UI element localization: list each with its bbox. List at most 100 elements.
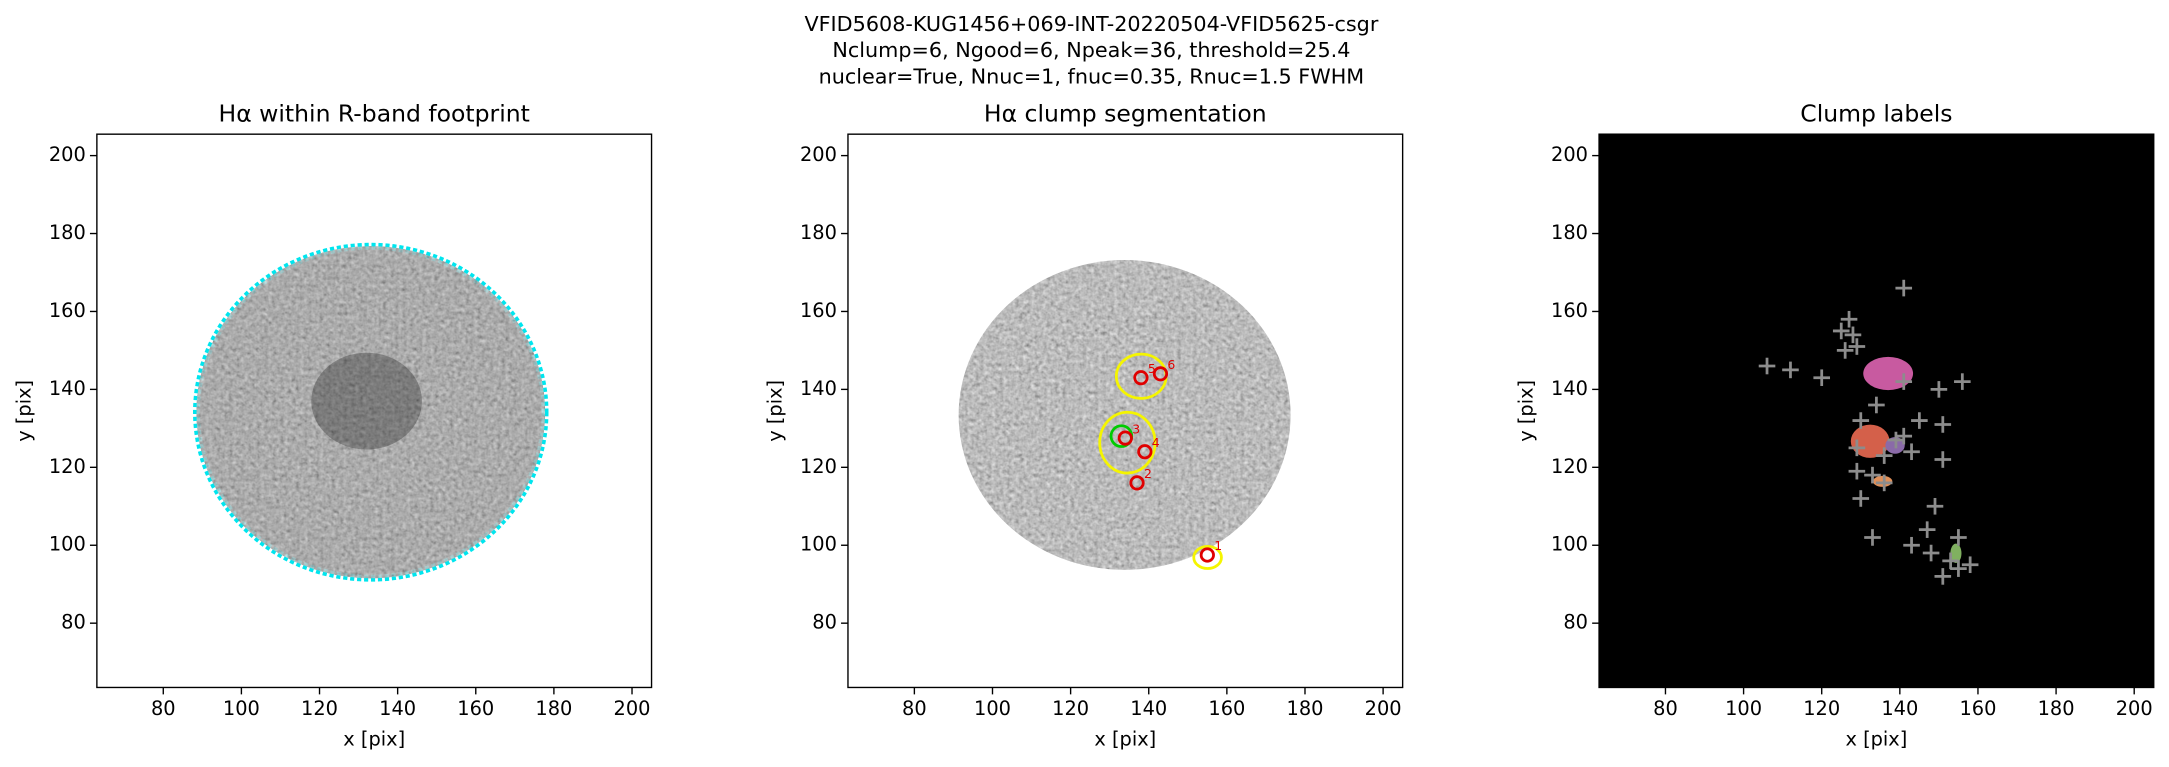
peak-marker bbox=[1930, 381, 1948, 398]
y-tick-label: 140 bbox=[800, 377, 837, 400]
panel-title: Clump labels bbox=[1800, 99, 1952, 127]
peak-marker bbox=[1864, 466, 1881, 484]
peak-marker bbox=[1942, 552, 1959, 570]
peak-marker bbox=[1895, 279, 1913, 297]
figure-title: Nclump=6, Ngood=6, Npeak=36, threshold=2… bbox=[832, 38, 1350, 62]
y-tick-label: 80 bbox=[812, 611, 837, 634]
peak-marker bbox=[1903, 443, 1920, 461]
clump-label: 4 bbox=[1152, 435, 1160, 450]
x-tick-label: 80 bbox=[1653, 697, 1678, 720]
y-axis-label: y [pix] bbox=[12, 380, 35, 442]
peak-marker bbox=[1852, 412, 1870, 429]
peak-marker bbox=[1813, 369, 1831, 386]
y-tick-label: 80 bbox=[61, 611, 86, 634]
x-tick-label: 180 bbox=[1287, 697, 1324, 720]
peak-marker bbox=[1934, 451, 1952, 468]
x-tick-label: 200 bbox=[1365, 697, 1402, 720]
y-tick-label: 80 bbox=[1563, 611, 1588, 634]
y-tick-label: 120 bbox=[800, 455, 837, 478]
y-tick-label: 100 bbox=[49, 533, 86, 556]
peak-marker bbox=[1895, 373, 1913, 390]
y-tick-label: 200 bbox=[1551, 143, 1588, 166]
axes-frame bbox=[847, 133, 1404, 689]
x-tick-label: 80 bbox=[151, 697, 176, 720]
x-tick-label: 160 bbox=[457, 697, 494, 720]
peak-marker bbox=[1852, 490, 1870, 507]
peak-marker bbox=[1934, 568, 1952, 585]
x-tick-label: 140 bbox=[1881, 697, 1918, 720]
y-tick-label: 200 bbox=[800, 143, 837, 166]
y-tick-label: 160 bbox=[49, 299, 86, 322]
y-tick-label: 100 bbox=[1551, 533, 1588, 556]
peak-marker bbox=[1864, 529, 1881, 546]
x-tick-label: 120 bbox=[301, 697, 338, 720]
x-tick-label: 180 bbox=[2038, 697, 2075, 720]
x-tick-label: 120 bbox=[1052, 697, 1089, 720]
x-tick-label: 200 bbox=[614, 697, 651, 720]
peak-marker bbox=[1911, 412, 1928, 429]
clump-label: 6 bbox=[1167, 357, 1175, 372]
peak-marker bbox=[1844, 326, 1862, 344]
clump-marker bbox=[1129, 475, 1145, 491]
x-tick-label: 100 bbox=[223, 697, 260, 720]
x-axis-label: x [pix] bbox=[1845, 728, 1907, 751]
y-tick-label: 160 bbox=[1551, 299, 1588, 322]
y-tick-label: 180 bbox=[49, 221, 86, 244]
peak-marker bbox=[1875, 474, 1893, 492]
x-tick-label: 160 bbox=[1208, 697, 1245, 720]
peak-marker bbox=[1836, 342, 1854, 359]
x-tick-label: 160 bbox=[1959, 697, 1996, 720]
y-tick-label: 120 bbox=[1551, 455, 1588, 478]
axes-frame bbox=[96, 133, 653, 689]
figure-title: VFID5608-KUG1456+069-INT-20220504-VFID56… bbox=[804, 12, 1378, 36]
peak-marker bbox=[1848, 462, 1866, 480]
peak-marker bbox=[1922, 544, 1940, 562]
clump-label: 1 bbox=[1214, 538, 1222, 553]
peak-marker bbox=[1875, 447, 1893, 464]
clump-marker bbox=[1199, 547, 1215, 563]
clump-label: 5 bbox=[1148, 361, 1156, 376]
clump-marker bbox=[1117, 430, 1133, 446]
x-tick-label: 100 bbox=[1725, 697, 1762, 720]
x-tick-label: 100 bbox=[974, 697, 1011, 720]
x-tick-label: 140 bbox=[1130, 697, 1167, 720]
x-axis-label: x [pix] bbox=[1094, 728, 1156, 751]
panel-title: Hα within R-band footprint bbox=[219, 99, 530, 127]
peak-marker bbox=[1848, 439, 1866, 457]
peak-marker bbox=[1887, 431, 1905, 449]
peak-marker bbox=[1832, 322, 1850, 340]
y-axis-label: y [pix] bbox=[1515, 380, 1538, 442]
y-tick-label: 160 bbox=[800, 299, 837, 322]
y-tick-label: 200 bbox=[49, 143, 86, 166]
x-tick-label: 200 bbox=[2116, 697, 2153, 720]
clump-marker bbox=[1152, 366, 1169, 382]
y-tick-label: 100 bbox=[800, 533, 837, 556]
peak-marker bbox=[1954, 373, 1971, 390]
x-tick-label: 180 bbox=[535, 697, 572, 720]
panel-title: Hα clump segmentation bbox=[984, 99, 1267, 127]
peak-marker bbox=[1848, 338, 1866, 355]
peak-marker bbox=[1903, 536, 1920, 554]
peak-marker bbox=[1840, 310, 1858, 328]
axes-frame bbox=[1598, 133, 2155, 689]
peak-marker bbox=[1961, 556, 1979, 574]
peak-marker bbox=[1934, 416, 1952, 433]
y-tick-label: 140 bbox=[49, 377, 86, 400]
galaxy-image bbox=[193, 242, 549, 582]
peak-marker bbox=[1950, 529, 1967, 546]
clump-marker bbox=[1137, 444, 1153, 460]
x-tick-label: 140 bbox=[379, 697, 416, 720]
peak-marker bbox=[1758, 357, 1776, 375]
peak-marker bbox=[1895, 427, 1913, 445]
clump-label: 2 bbox=[1144, 466, 1152, 481]
y-tick-label: 180 bbox=[800, 221, 837, 244]
peak-marker bbox=[1918, 521, 1936, 538]
galaxy-image bbox=[958, 260, 1291, 570]
peak-marker bbox=[1950, 560, 1967, 577]
figure-title: nuclear=True, Nnuc=1, fnuc=0.35, Rnuc=1.… bbox=[819, 64, 1365, 88]
clump-label: 3 bbox=[1132, 421, 1140, 436]
x-tick-label: 80 bbox=[902, 697, 927, 720]
peak-marker bbox=[1926, 497, 1944, 515]
peak-marker bbox=[1868, 396, 1885, 414]
